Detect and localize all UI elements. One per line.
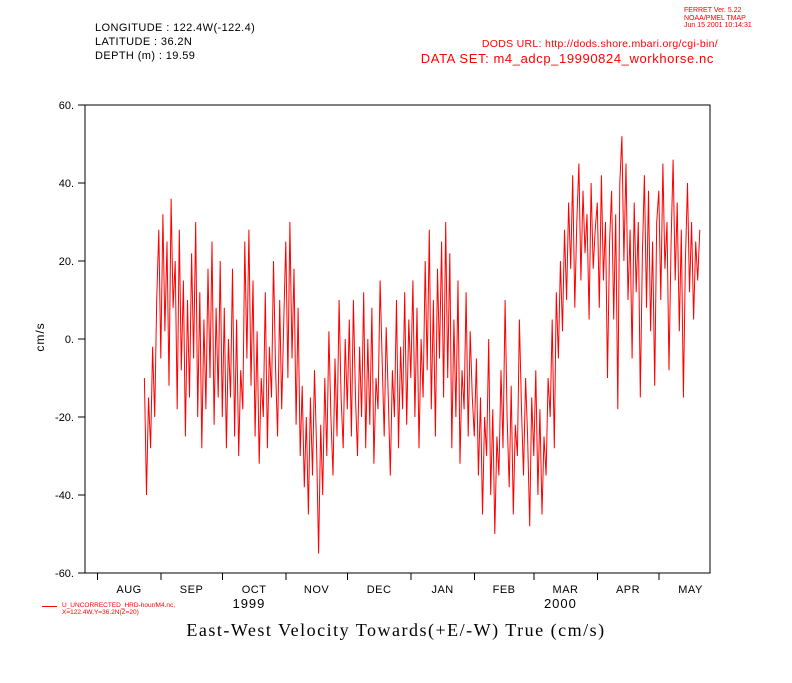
y-tick-label: 20.: [59, 256, 74, 268]
month-label: MAR: [553, 584, 579, 596]
month-label: MAY: [678, 584, 703, 596]
ferret-version-text: FERRET Ver. 5.22: [684, 7, 742, 14]
dods-url-text: DODS URL: http://dods.shore.mbari.org/cg…: [481, 38, 718, 50]
month-label: FEB: [493, 584, 516, 596]
chart-title: East-West Velocity Towards(+E/-W) True (…: [186, 620, 606, 640]
month-label: OCT: [242, 584, 267, 596]
month-label: JAN: [431, 584, 453, 596]
longitude-label: LONGITUDE : 122.4W(-122.4): [95, 22, 256, 34]
velocity-series-line: [143, 136, 701, 554]
month-label: APR: [616, 584, 640, 596]
latitude-label: LATITUDE : 36.2N: [95, 36, 193, 48]
series-legend: U_UNCORRECTED_HRD-hour/M4.nc, X=122.4W,Y…: [62, 602, 175, 616]
legend-series-name: U_UNCORRECTED_HRD-hour/M4.nc,: [62, 602, 176, 609]
month-label: SEP: [180, 584, 204, 596]
legend-region-text: X=122.4W,Y=36.2N(Z=20): [62, 609, 139, 616]
y-tick-label: -20.: [55, 412, 74, 424]
y-tick-label: -60.: [55, 568, 74, 580]
year-label: 2000: [544, 596, 577, 611]
depth-label: DEPTH (m) : 19.59: [95, 50, 196, 62]
y-tick-label: 0.: [65, 334, 74, 346]
y-tick-label: 60.: [59, 100, 74, 112]
month-label: NOV: [304, 584, 330, 596]
month-label: AUG: [116, 584, 141, 596]
plot-timestamp: Jun 15 2001 10:14:31: [684, 22, 752, 29]
legend-line-sample: [42, 606, 57, 607]
dataset-name-text: DATA SET: m4_adcp_19990824_workhorse.nc: [420, 51, 714, 66]
year-label: 1999: [232, 596, 265, 611]
y-tick-label: 40.: [59, 178, 74, 190]
ferret-version-block: FERRET Ver. 5.22 NOAA/PMEL TMAP Jun 15 2…: [684, 7, 752, 30]
y-tick-label: -40.: [55, 490, 74, 502]
month-label: DEC: [367, 584, 392, 596]
noaa-pmel-text: NOAA/PMEL TMAP: [684, 14, 746, 22]
coordinate-header: LONGITUDE : 122.4W(-122.4) LATITUDE : 36…: [95, 21, 255, 63]
